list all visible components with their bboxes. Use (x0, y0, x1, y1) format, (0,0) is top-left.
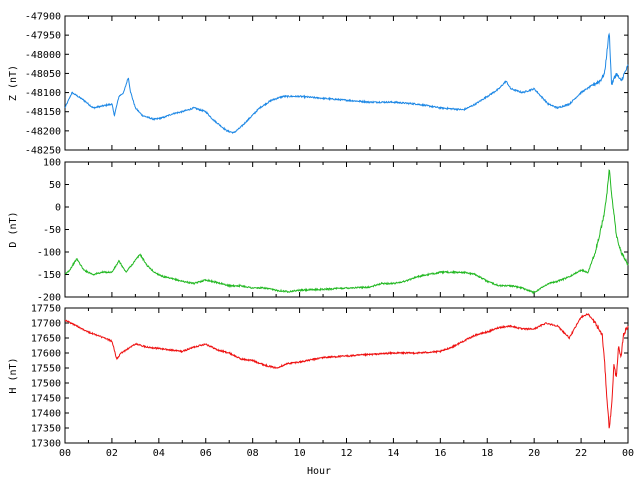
plot-frame (64, 307, 629, 444)
x-tick-label: 00 (59, 448, 71, 459)
series-line (64, 312, 629, 429)
x-tick-label: 20 (528, 448, 540, 459)
y-tick-label: -48100 (25, 88, 61, 99)
y-tick-label: 17750 (31, 304, 61, 315)
y-tick-label: -47950 (25, 31, 61, 42)
y-tick-label: 100 (43, 158, 61, 169)
y-axis-title: H (nT) (8, 357, 19, 393)
y-axis-title: D (nT) (8, 211, 19, 247)
panel-1: 100 50 0 -50 -100 -150 -200 D (nT) (8, 158, 629, 304)
y-tick-label: -48000 (25, 50, 61, 61)
series-line (64, 32, 629, 135)
x-tick-label: 10 (294, 448, 306, 459)
plot-frame (64, 15, 629, 151)
y-axis-title: Z (nT) (8, 65, 19, 101)
y-tick-label: -48200 (25, 126, 61, 137)
y-tick-label: -47900 (25, 12, 61, 23)
y-tick-label: -48050 (25, 69, 61, 80)
x-tick-label: 06 (200, 448, 212, 459)
x-tick-label: 16 (434, 448, 446, 459)
x-tick-label: 00 (622, 448, 634, 459)
y-tick-label: -48250 (25, 146, 61, 157)
y-tick-label: 0 (55, 203, 61, 214)
y-tick-label: 17350 (31, 424, 61, 435)
x-tick-label: 02 (106, 448, 118, 459)
y-tick-label: 17650 (31, 334, 61, 345)
x-tick-label: 14 (387, 448, 399, 459)
chart-panels: -47900 -47950 -48000 -48050 -48100 -48150 -482… (8, 12, 634, 460)
panel-2: 17750 17700 17650 17600 17550 17500 17450 17400… (8, 304, 634, 460)
x-tick-label: 22 (575, 448, 587, 459)
x-tick-label: 04 (153, 448, 165, 459)
plot-frame (64, 161, 629, 298)
panel-0: -47900 -47950 -48000 -48050 -48100 -48150 -482… (8, 12, 629, 157)
y-tick-label: -200 (37, 293, 61, 304)
y-tick-label: 17300 (31, 439, 61, 450)
y-tick-label: 17600 (31, 349, 61, 360)
x-tick-label: 18 (481, 448, 493, 459)
y-tick-label: 17550 (31, 364, 61, 375)
y-tick-label: -48150 (25, 107, 61, 118)
x-tick-label: 12 (340, 448, 352, 459)
y-tick-label: 17450 (31, 394, 61, 405)
y-tick-label: 50 (49, 180, 61, 191)
x-tick-label: 08 (247, 448, 259, 459)
y-tick-label: 17700 (31, 319, 61, 330)
y-tick-label: -150 (37, 270, 61, 281)
y-tick-label: -100 (37, 248, 61, 259)
series-line (64, 169, 629, 295)
y-tick-label: 17500 (31, 379, 61, 390)
x-axis-title: Hour (307, 466, 331, 477)
y-tick-label: -50 (43, 225, 61, 236)
y-tick-label: 17400 (31, 409, 61, 420)
